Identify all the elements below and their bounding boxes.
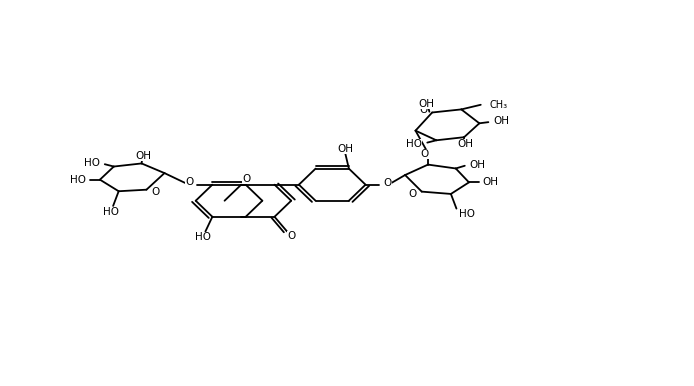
Text: CH₃: CH₃ <box>489 100 507 110</box>
Text: HO: HO <box>407 139 423 149</box>
Text: O: O <box>420 105 428 115</box>
Text: O: O <box>421 149 429 159</box>
Text: OH: OH <box>418 99 434 109</box>
Text: OH: OH <box>457 139 473 149</box>
Text: O: O <box>409 188 417 198</box>
Text: HO: HO <box>103 207 119 217</box>
Text: OH: OH <box>135 151 151 161</box>
Text: OH: OH <box>493 116 509 126</box>
Text: OH: OH <box>470 159 486 169</box>
Text: HO: HO <box>194 232 211 242</box>
Text: HO: HO <box>70 174 86 185</box>
Text: O: O <box>151 186 160 196</box>
Text: O: O <box>185 176 194 186</box>
Text: HO: HO <box>84 157 100 168</box>
Text: O: O <box>287 231 296 241</box>
Text: O: O <box>242 174 251 184</box>
Text: OH: OH <box>483 177 499 187</box>
Text: O: O <box>384 178 392 188</box>
Text: HO: HO <box>459 209 475 219</box>
Text: OH: OH <box>337 144 353 154</box>
